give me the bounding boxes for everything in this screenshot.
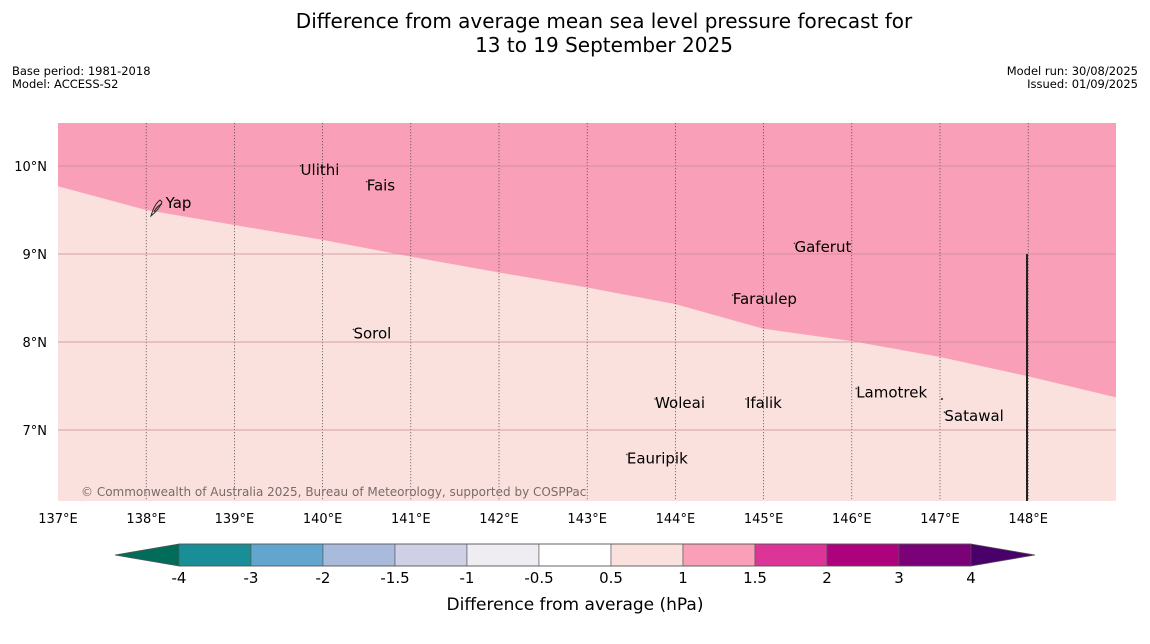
- colorbar-ticks: -4 -3 -2 -1.5 -1 -0.5 0.5 1 1.5 2 3 4: [172, 569, 976, 587]
- colorbar-tick-label: -0.5: [524, 569, 553, 587]
- longitude-tick-label: 139°E: [215, 512, 255, 527]
- colorbar-tick-label: 1: [678, 569, 688, 587]
- colorbar-tick-label: 2: [822, 569, 832, 587]
- place-label-woleai: Woleai: [655, 394, 705, 412]
- longitude-tick-label: 140°E: [303, 512, 343, 527]
- model-name: Model: ACCESS-S2: [12, 77, 119, 91]
- latitude-tick-label: 7°N: [23, 424, 48, 439]
- colorbar-cell: [178, 543, 252, 567]
- colorbar-cell: [394, 543, 468, 567]
- latitude-axis: 10°N 9°N 8°N 7°N: [14, 160, 47, 439]
- colorbar-under-arrow: [115, 544, 179, 566]
- island-dot: [654, 398, 656, 400]
- anomaly-zone-1-to-1.5: [58, 123, 1116, 398]
- longitude-tick-label: 142°E: [479, 512, 519, 527]
- island-dot: [731, 294, 734, 296]
- colorbar-tick-label: -3: [244, 569, 259, 587]
- base-period: Base period: 1981-2018: [12, 64, 151, 78]
- island-dot: [793, 242, 796, 245]
- longitude-tick-label: 137°E: [38, 512, 78, 527]
- place-labels: Yap Ulithi Fais Gaferut Faraulep Sorol Lamotre…: [165, 161, 1004, 468]
- longitude-tick-label: 143°E: [567, 512, 607, 527]
- longitude-tick-label: 141°E: [391, 512, 431, 527]
- longitude-tick-label: 148°E: [1008, 512, 1048, 527]
- island-dot: [626, 453, 628, 456]
- place-label-sorol: Sorol: [353, 324, 391, 342]
- colorbar-tick-label: -4: [172, 569, 187, 587]
- run-info: Model run: 30/08/2025 Issued: 01/09/2025: [1007, 65, 1138, 91]
- longitude-tick-label: 138°E: [126, 512, 166, 527]
- issued-date: Issued: 01/09/2025: [1027, 77, 1138, 91]
- island-dot: [943, 411, 946, 414]
- place-label-eauripik: Eauripik: [627, 449, 688, 467]
- colorbar-cell: [898, 543, 972, 567]
- colorbar-cells: [178, 543, 972, 567]
- latitude-tick-label: 8°N: [23, 336, 48, 351]
- colorbar-tick-label: 3: [894, 569, 904, 587]
- colorbar-cell: [610, 543, 684, 567]
- colorbar-label: Difference from average (hPa): [447, 595, 704, 615]
- small-island-dot: [941, 398, 943, 400]
- map-gridlines: [58, 123, 1116, 501]
- place-label-ifalik: Ifalik: [746, 394, 782, 412]
- place-label-lamotrek: Lamotrek: [856, 383, 927, 401]
- colorbar-cell: [250, 543, 324, 567]
- longitude-tick-label: 145°E: [744, 512, 784, 527]
- model-run: Model run: 30/08/2025: [1006, 64, 1138, 78]
- longitude-tick-label: 144°E: [656, 512, 696, 527]
- colorbar-tick-label: 0.5: [599, 569, 623, 587]
- colorbar-tick-label: 1.5: [743, 569, 767, 587]
- colorbar: -4 -3 -2 -1.5 -1 -0.5 0.5 1 1.5 2 3 4 Difference fr…: [114, 543, 1036, 615]
- colorbar-cell: [322, 543, 396, 567]
- colorbar-cell: [682, 543, 756, 567]
- colorbar-tick-label: -1.5: [380, 569, 409, 587]
- copyright-notice: © Commonwealth of Australia 2025, Bureau…: [81, 485, 586, 499]
- yap-island-outline: [150, 199, 163, 218]
- yap-island-detail: [153, 203, 163, 213]
- colorbar-cell: [466, 543, 540, 567]
- colorbar-tick-label: -1: [460, 569, 475, 587]
- longitude-axis: 137°E 138°E 139°E 140°E 141°E 142°E 143°E 144°E…: [38, 512, 1048, 527]
- place-label-faraulep: Faraulep: [733, 290, 797, 308]
- place-label-ulithi: Ulithi: [301, 161, 340, 179]
- title-line-1: Difference from average mean sea level p…: [295, 9, 913, 33]
- longitude-tick-label: 147°E: [920, 512, 960, 527]
- latitude-tick-label: 9°N: [23, 248, 48, 263]
- longitude-tick-label: 146°E: [832, 512, 872, 527]
- island-dot: [855, 387, 858, 390]
- place-label-gaferut: Gaferut: [794, 238, 851, 256]
- colorbar-over-arrow: [971, 544, 1035, 566]
- latitude-tick-label: 10°N: [14, 160, 47, 175]
- colorbar-cell: [538, 543, 612, 567]
- title-line-2: 13 to 19 September 2025: [475, 33, 733, 57]
- map-plot-area: Yap Ulithi Fais Gaferut Faraulep Sorol Lamotre…: [58, 123, 1116, 501]
- colorbar-outline: [114, 543, 1036, 567]
- place-label-satawal: Satawal: [944, 407, 1003, 425]
- map-title: Difference from average mean sea level p…: [0, 9, 1150, 57]
- island-markers: [150, 199, 943, 400]
- island-dot: [299, 165, 302, 167]
- island-dot: [365, 180, 368, 183]
- colorbar-tick-label: -2: [316, 569, 331, 587]
- colorbar-cell: [754, 543, 828, 567]
- base-info: Base period: 1981-2018 Model: ACCESS-S2: [12, 65, 151, 91]
- island-dot: [745, 398, 747, 400]
- place-label-yap: Yap: [165, 194, 192, 212]
- place-label-fais: Fais: [367, 177, 396, 195]
- colorbar-tick-label: 4: [966, 569, 976, 587]
- colorbar-cell: [826, 543, 900, 567]
- island-dot: [352, 328, 355, 331]
